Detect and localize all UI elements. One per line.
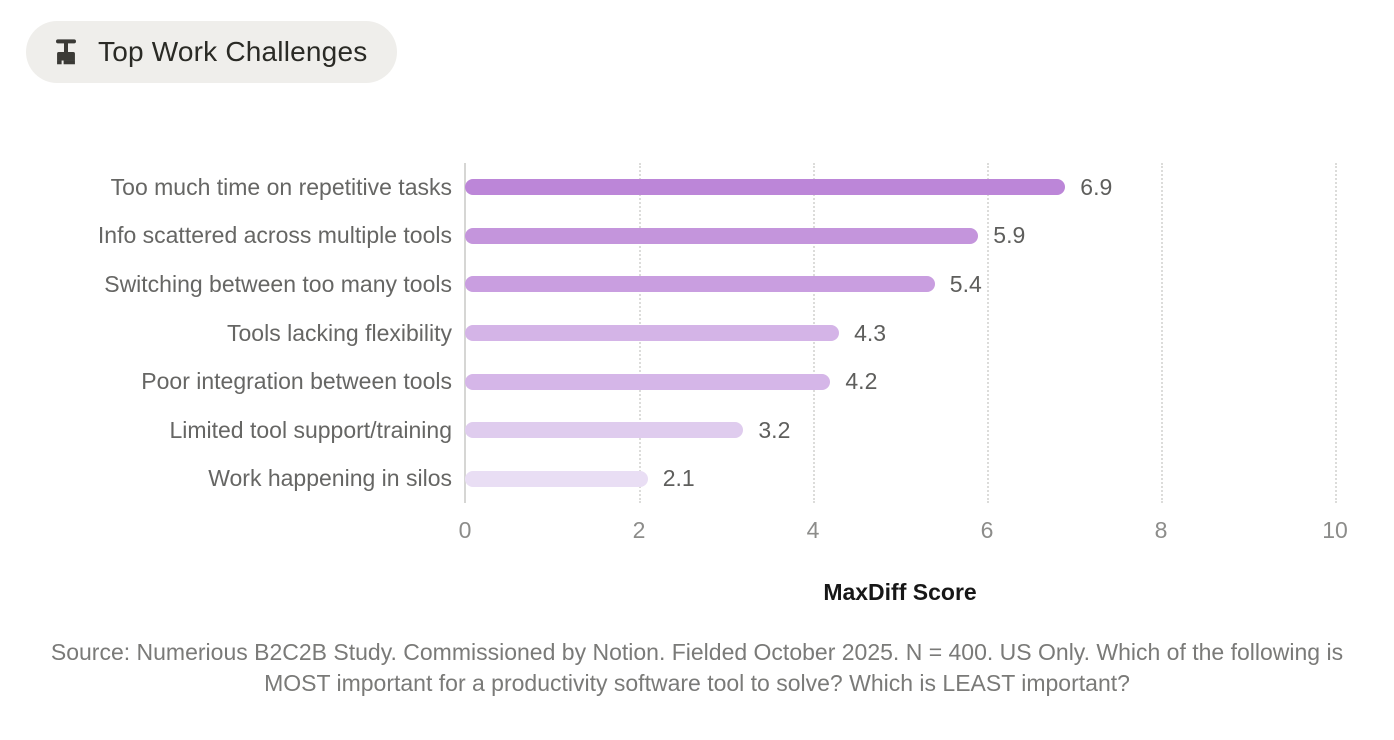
- bar: [465, 422, 744, 439]
- category-label: Work happening in silos: [208, 465, 452, 492]
- bar-value-label: 3.2: [758, 416, 791, 443]
- bar-value-label: 6.9: [1080, 173, 1113, 200]
- category-label: Limited tool support/training: [169, 416, 452, 443]
- x-tick-label: 10: [1322, 517, 1348, 543]
- chart-row: Info scattered across multiple tools 5.9: [0, 212, 1394, 261]
- broom-icon: [56, 39, 76, 65]
- chart-row: Work happening in silos 2.1: [0, 454, 1394, 503]
- bar-track: 6.9: [465, 163, 1335, 212]
- x-tick-label: 4: [806, 517, 820, 543]
- chart-rows: Too much time on repetitive tasks 6.9 Info…: [0, 163, 1394, 503]
- x-tick-label: 6: [980, 517, 994, 543]
- bar-track: 5.4: [465, 260, 1335, 309]
- chart-title-badge: Top Work Challenges: [26, 21, 398, 83]
- chart-row: Limited tool support/training 3.2: [0, 406, 1394, 455]
- bar: [465, 276, 935, 293]
- chart-row: Switching between too many tools 5.4: [0, 260, 1394, 309]
- chart-row: Poor integration between tools 4.2: [0, 357, 1394, 406]
- bar-value-label: 2.1: [662, 465, 695, 492]
- x-axis-ticks: 0 2 4 6 8 10: [459, 517, 1348, 547]
- bar-value-label: 5.9: [993, 222, 1026, 249]
- bar-value-label: 5.4: [949, 270, 982, 297]
- bar-value-label: 4.3: [854, 319, 887, 346]
- bar-track: 4.3: [465, 309, 1335, 358]
- bar-value-label: 4.2: [845, 368, 878, 395]
- bar: [465, 179, 1066, 196]
- bar: [465, 373, 831, 390]
- x-tick-label: 8: [1154, 517, 1168, 543]
- bar: [465, 470, 648, 487]
- bar-track: 5.9: [465, 212, 1335, 261]
- bar-track: 3.2: [465, 406, 1335, 455]
- category-label: Poor integration between tools: [141, 368, 452, 395]
- chart-row: Too much time on repetitive tasks 6.9: [0, 163, 1394, 212]
- x-axis-title: MaxDiff Score: [823, 579, 977, 605]
- category-label: Too much time on repetitive tasks: [110, 173, 452, 200]
- category-label: Switching between too many tools: [104, 270, 452, 297]
- category-label: Tools lacking flexibility: [227, 319, 452, 346]
- source-note: Source: Numerious B2C2B Study. Commissio…: [50, 639, 1344, 696]
- x-tick-label: 2: [632, 517, 646, 543]
- bar-track: 2.1: [465, 454, 1335, 503]
- category-label: Info scattered across multiple tools: [97, 222, 452, 249]
- chart-row: Tools lacking flexibility 4.3: [0, 309, 1394, 358]
- x-tick-label: 0: [458, 517, 472, 543]
- bar-chart: Too much time on repetitive tasks 6.9 Info…: [0, 163, 1394, 503]
- chart-title: Top Work Challenges: [98, 36, 368, 67]
- bar: [465, 325, 840, 342]
- bar: [465, 227, 979, 244]
- bar-track: 4.2: [465, 357, 1335, 406]
